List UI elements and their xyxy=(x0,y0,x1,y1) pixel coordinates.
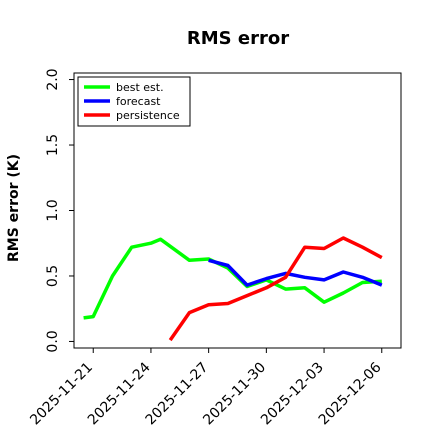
y-tick-label: 2.0 xyxy=(45,68,61,90)
y-axis-label: RMS error (K) xyxy=(6,154,22,262)
y-tick-label: 1.5 xyxy=(45,134,61,156)
y-tick-label: 1.0 xyxy=(45,199,61,221)
x-tick-label: 2025-12-06 xyxy=(316,359,385,428)
series-line-persistence xyxy=(168,236,383,342)
series-line-best-est xyxy=(83,237,382,320)
legend-label: forecast xyxy=(116,95,161,108)
series-line-forecast xyxy=(208,258,383,287)
chart-title: RMS error xyxy=(187,28,289,49)
legend-label: best est. xyxy=(116,81,164,94)
legend-label: persistence xyxy=(116,109,180,122)
y-tick-label: 0.5 xyxy=(45,265,61,287)
plot-frame xyxy=(73,72,402,349)
y-tick-label: 0.0 xyxy=(45,330,61,352)
